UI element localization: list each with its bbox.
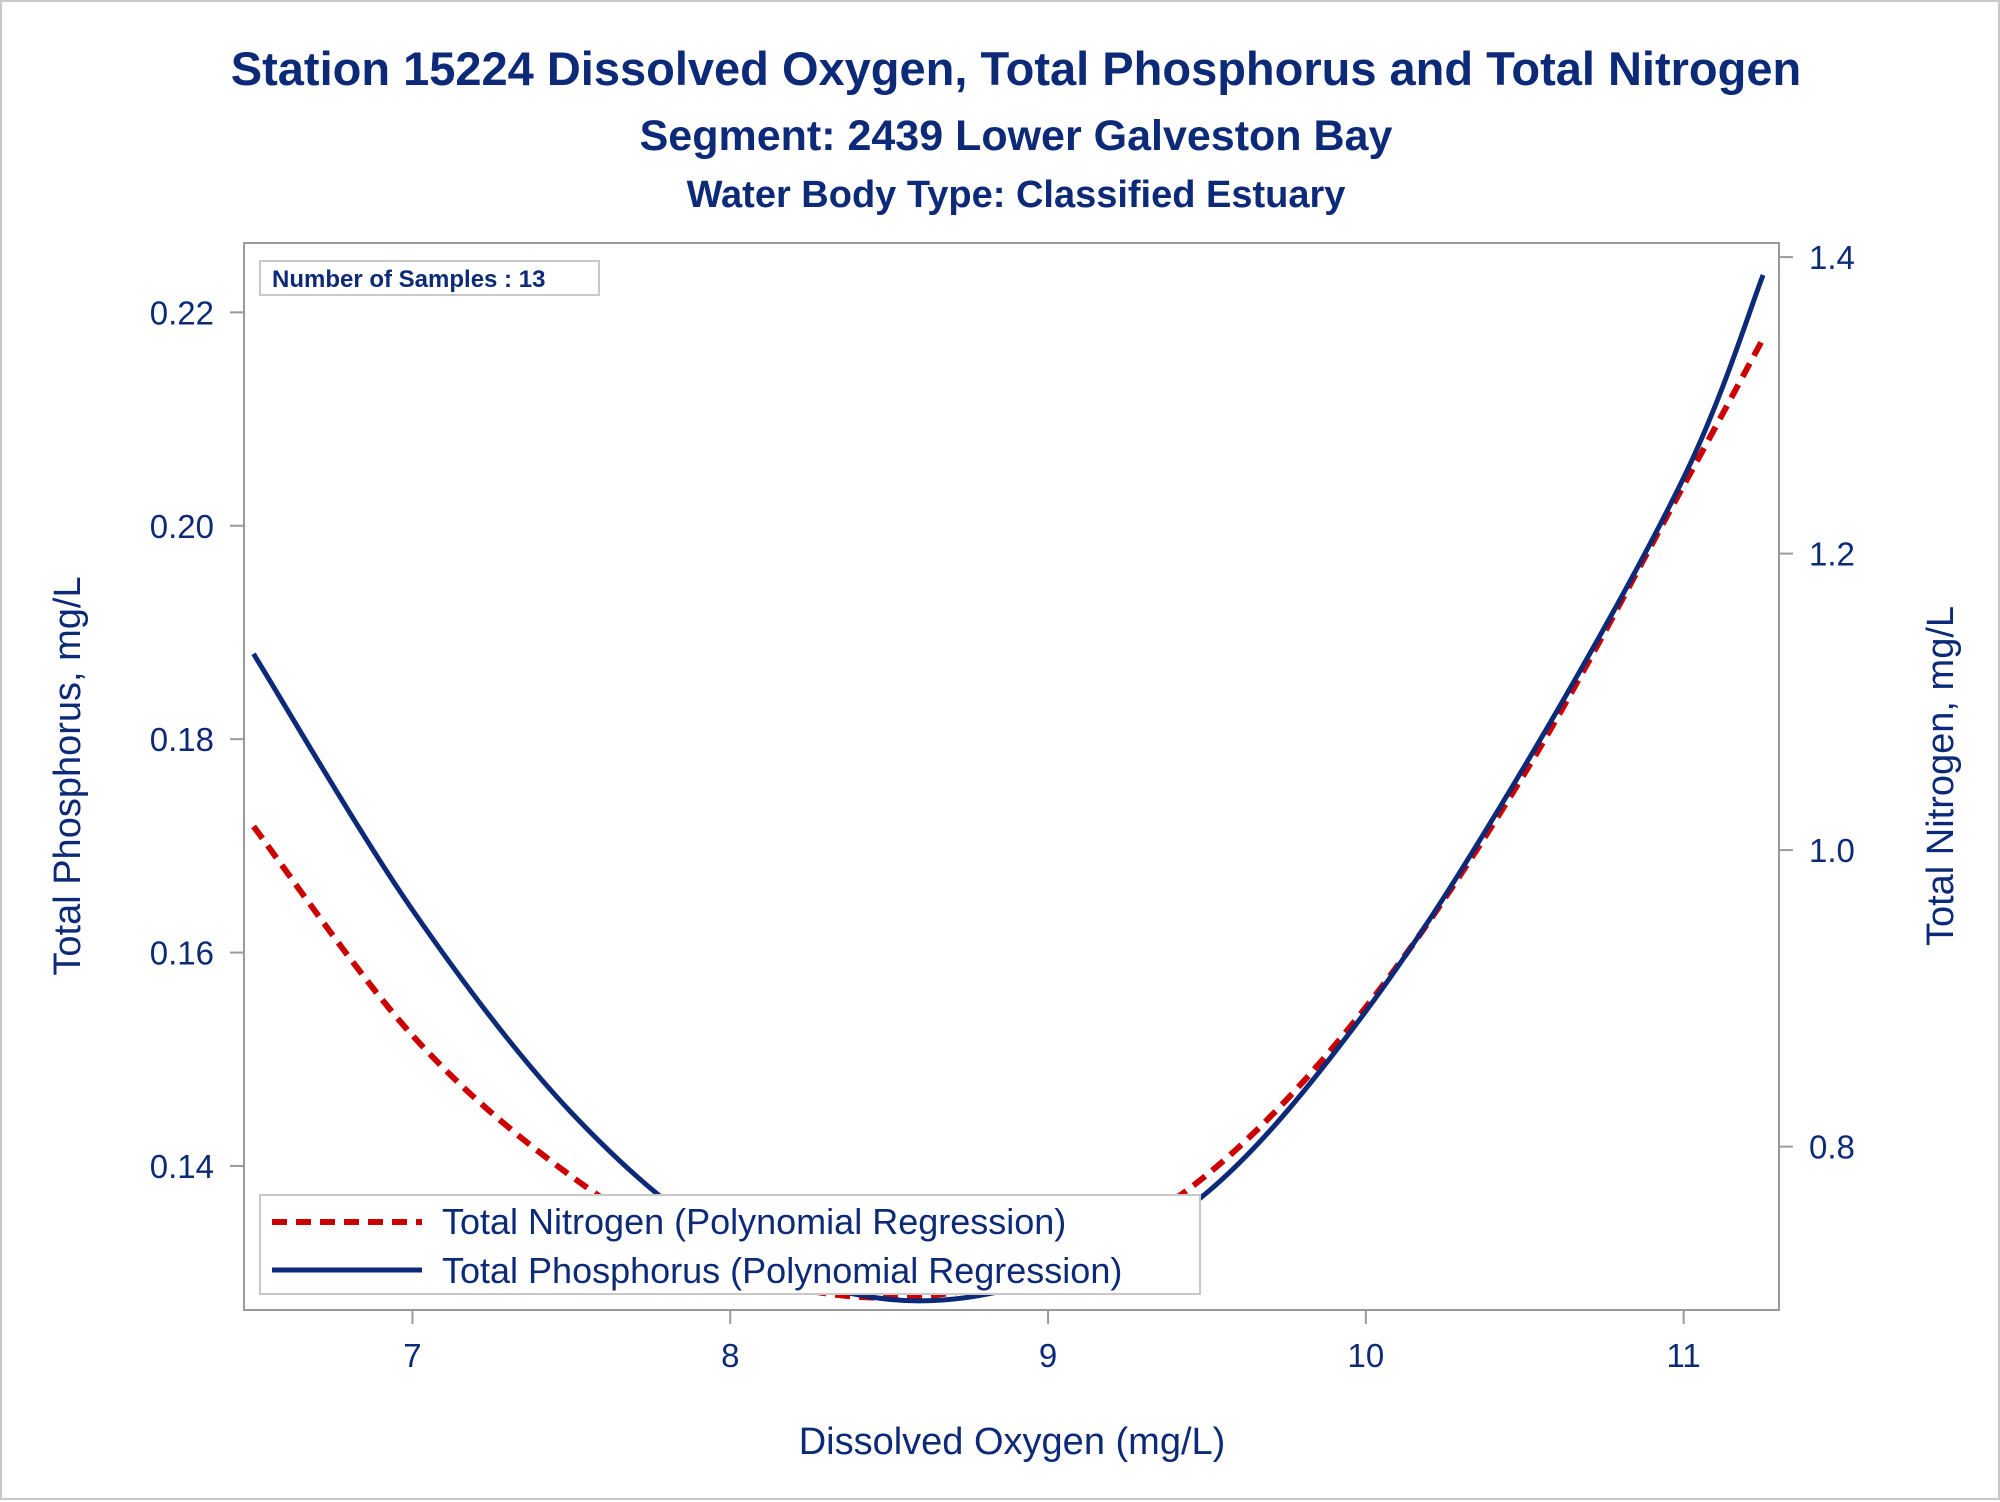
chart-title: Station 15224 Dissolved Oxygen, Total Ph… — [231, 42, 1801, 95]
legend-label-total-phosphorus: Total Phosphorus (Polynomial Regression) — [442, 1250, 1122, 1291]
y2-tick-label: 1.0 — [1809, 832, 1855, 869]
right-y-axis-label: Total Nitrogen, mg/L — [1920, 606, 1962, 946]
y-tick-label: 0.22 — [150, 294, 214, 331]
left-y-axis-label: Total Phosphorus, mg/L — [47, 576, 89, 975]
plot-area — [243, 242, 1780, 1311]
y-tick-label: 0.14 — [150, 1148, 214, 1185]
x-axis-label: Dissolved Oxygen (mg/L) — [799, 1421, 1226, 1463]
legend-label-total-nitrogen: Total Nitrogen (Polynomial Regression) — [442, 1201, 1066, 1242]
y-tick-label: 0.18 — [150, 721, 214, 758]
y2-tick-label: 1.2 — [1809, 536, 1855, 573]
x-tick-label: 9 — [1039, 1337, 1057, 1374]
sample-count-box — [259, 260, 600, 296]
y-tick-label: 0.20 — [150, 508, 214, 545]
y2-tick-label: 1.4 — [1809, 239, 1855, 276]
y2-tick-label: 0.8 — [1809, 1129, 1855, 1166]
x-tick-label: 10 — [1347, 1337, 1384, 1374]
x-tick-label: 11 — [1667, 1337, 1701, 1374]
x-tick-label: 7 — [403, 1337, 421, 1374]
chart-subtitle: Segment: 2439 Lower Galveston Bay — [640, 112, 1393, 160]
right-y-axis-ticks: 0.8 1.0 1.2 1.4 — [1779, 239, 1855, 1166]
sample-count-text: Number of Samples : 13 — [272, 266, 545, 293]
legend: Total Nitrogen (Polynomial Regression) T… — [259, 1194, 1201, 1295]
left-y-axis-ticks: 0.14 0.16 0.18 0.20 0.22 — [150, 294, 244, 1185]
x-tick-label: 8 — [721, 1337, 739, 1374]
chart-subtitle-2: Water Body Type: Classified Estuary — [687, 174, 1346, 216]
legend-box — [259, 1194, 1201, 1295]
x-axis-ticks: 7 8 9 10 11 — [403, 1310, 1701, 1374]
y-tick-label: 0.16 — [150, 935, 214, 972]
